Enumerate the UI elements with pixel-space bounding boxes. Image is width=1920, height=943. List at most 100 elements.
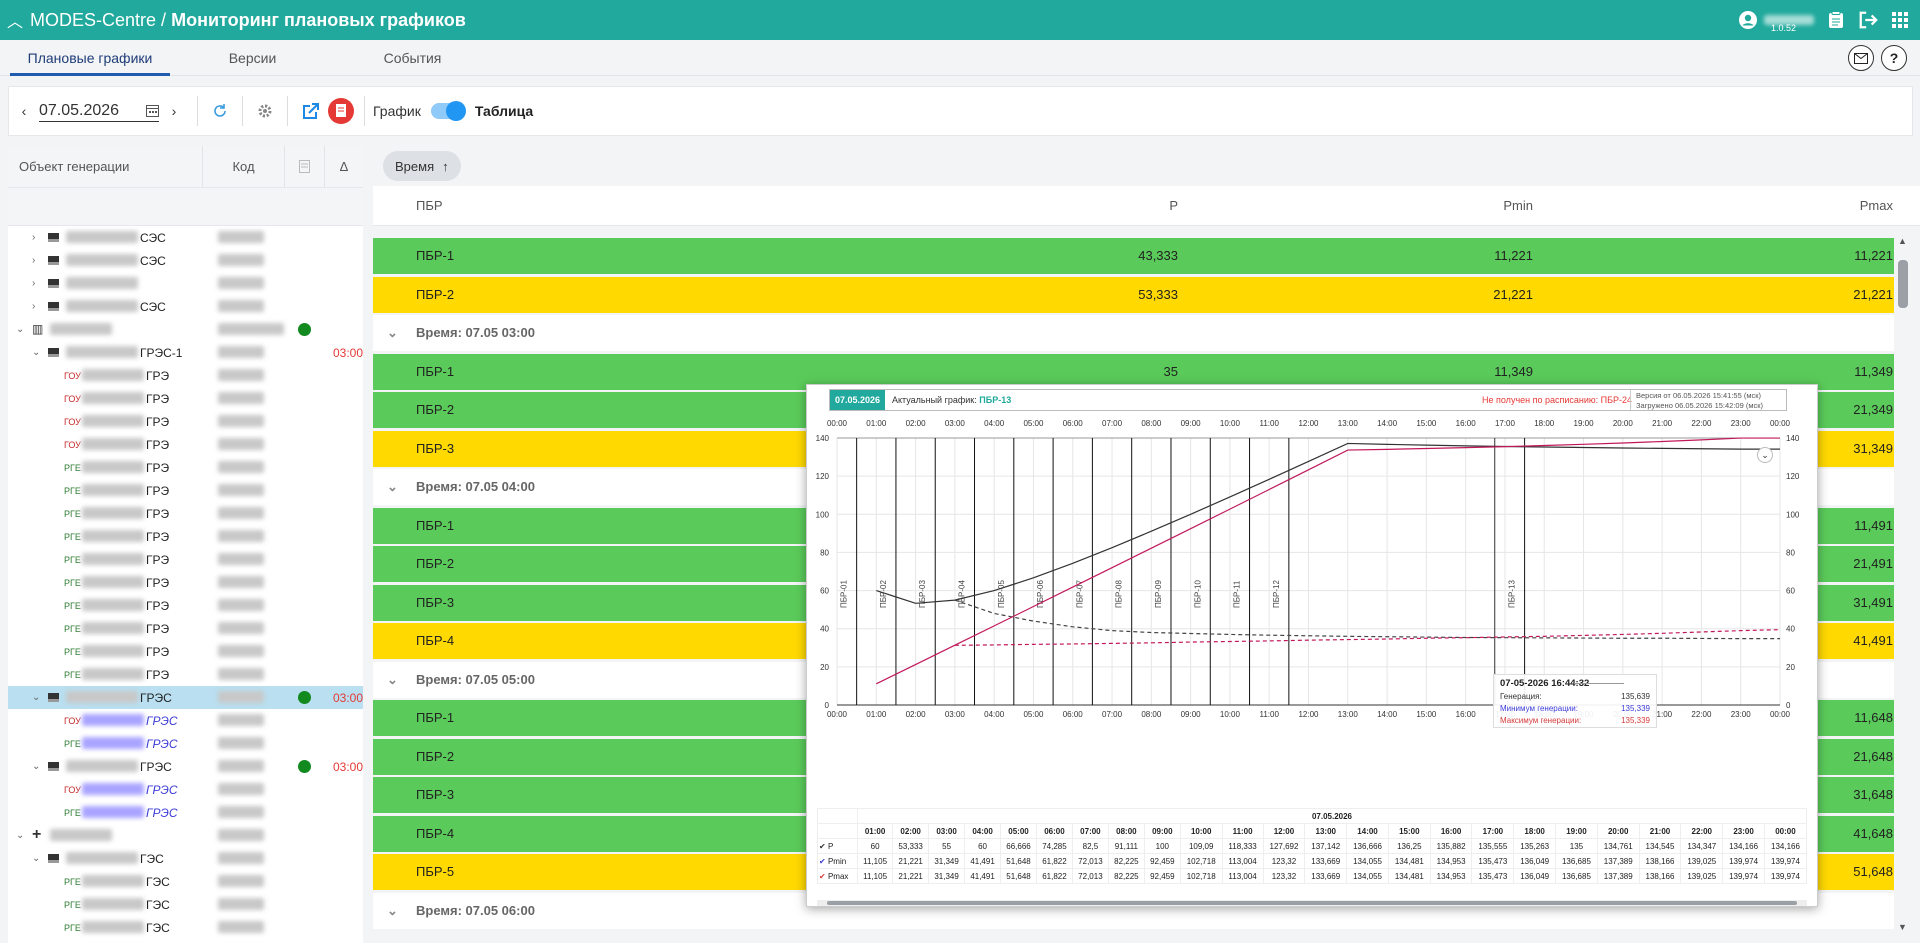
tree-row[interactable]: ⌄ + — [8, 824, 363, 847]
tree-row[interactable]: ГОУ ГРЭ — [8, 364, 363, 387]
tree-row[interactable]: ГОУ ГРЭ — [8, 387, 363, 410]
tab-events[interactable]: События — [383, 50, 442, 66]
logout-icon[interactable] — [1858, 10, 1878, 30]
expand-chevron-icon[interactable]: ⌄ — [32, 347, 41, 358]
next-date-chevron-icon[interactable]: › — [171, 103, 177, 119]
y-tick-label-right: 80 — [1786, 548, 1795, 557]
tree-filter-row[interactable] — [8, 188, 363, 226]
splitter[interactable] — [363, 146, 373, 943]
view-toggle[interactable] — [430, 101, 466, 121]
tree-row[interactable]: РГЕ ГРЭ — [8, 502, 363, 525]
tree-row[interactable]: ⌄ ГРЭС 03:00 — [8, 686, 363, 709]
settings-gear-icon[interactable] — [251, 96, 279, 126]
expand-chevron-icon[interactable]: ⌄ — [16, 324, 25, 335]
table-row[interactable]: ПБР-2 53,333 21,221 21,221 — [373, 276, 1894, 313]
code-redacted — [218, 599, 264, 611]
table-row[interactable]: ПБР-1 43,333 11,221 11,221 — [373, 238, 1894, 274]
collapse-chevron-icon[interactable]: ︿ — [6, 14, 23, 31]
collapsed-chevron-icon[interactable]: › — [32, 278, 36, 289]
tree-row[interactable]: ГОУ ГРЭС — [8, 778, 363, 801]
tree-row[interactable]: РГЕ ГЭС — [8, 893, 363, 916]
date-field[interactable]: 07.05.2026 — [39, 100, 159, 122]
tab-plan-schedules[interactable]: Плановые графики — [10, 40, 170, 76]
scroll-down-icon[interactable]: ▼ — [1898, 922, 1907, 932]
tree-row[interactable]: РГЕ ГЭС — [8, 916, 363, 939]
pdf-report-button[interactable] — [326, 96, 356, 126]
sort-arrow-up-icon[interactable]: ↑ — [442, 158, 449, 174]
group-chevron-icon[interactable]: ⌄ — [387, 325, 398, 340]
tree-row[interactable]: РГЕ ГЭС — [8, 870, 363, 893]
col-object[interactable]: Объект генерации — [8, 146, 203, 187]
tree-row[interactable]: ⌄ ▥ — [8, 318, 363, 341]
checkmark-icon[interactable]: ✔ — [819, 856, 826, 866]
tree-row[interactable]: ⌄ ГРЭС-1 03:00 — [8, 341, 363, 364]
cell-pmax: 31,349 — [1853, 440, 1893, 456]
status-ok-icon — [298, 323, 311, 336]
calendar-icon[interactable] — [146, 104, 159, 117]
collapsed-chevron-icon[interactable]: › — [32, 232, 36, 243]
tree-row[interactable]: › СЭС — [8, 249, 363, 272]
tree-row[interactable]: РГЕ ГРЭС — [8, 732, 363, 755]
tree-row[interactable]: ⌄ ГЭС — [8, 847, 363, 870]
expand-chevron-icon[interactable]: ⌄ — [32, 692, 41, 703]
col-doc-icon[interactable] — [285, 146, 325, 187]
user-menu[interactable] — [1738, 10, 1814, 30]
scroll-up-icon[interactable]: ▲ — [1898, 236, 1907, 246]
help-button[interactable]: ? — [1881, 45, 1907, 71]
series-toggle[interactable]: ✔ Pmin — [817, 853, 858, 869]
mail-button[interactable] — [1848, 45, 1874, 71]
tree-row[interactable]: ⌄ ГРЭС 03:00 — [8, 755, 363, 778]
cell-pbr: ПБР-3 — [416, 787, 455, 802]
refresh-icon[interactable] — [206, 96, 234, 126]
vertical-scrollbar[interactable]: ▲ ▼ — [1896, 232, 1910, 943]
tree-row[interactable]: ГОУ ГРЭ — [8, 433, 363, 456]
prev-date-chevron-icon[interactable]: ‹ — [21, 103, 27, 119]
expand-chevron-icon[interactable]: ⌄ — [32, 853, 41, 864]
tree-row[interactable]: РГЕ ГРЭ — [8, 617, 363, 640]
collapsed-chevron-icon[interactable]: › — [32, 301, 36, 312]
col-pbr[interactable]: ПБР — [416, 198, 443, 213]
group-chevron-icon[interactable]: ⌄ — [387, 902, 398, 918]
series-toggle[interactable]: ✔ Pmax — [817, 868, 858, 884]
tree-row[interactable]: РГЕ ГРЭ — [8, 640, 363, 663]
export-icon[interactable] — [296, 96, 326, 126]
expand-chevron-icon[interactable]: ⌄ — [32, 761, 41, 772]
tree-row[interactable]: РГЕ ГРЭС — [8, 801, 363, 824]
tree-row[interactable]: › СЭС — [8, 226, 363, 249]
popup-hscrollbar[interactable] — [817, 900, 1807, 906]
col-p[interactable]: P — [1169, 198, 1178, 213]
tree-row[interactable]: ГОУ ГРЭ — [8, 410, 363, 433]
group-chevron-icon[interactable]: ⌄ — [387, 671, 398, 687]
tree-row[interactable]: РГЕ ГРЭ — [8, 456, 363, 479]
tree-row[interactable]: ГОУ ГРЭС — [8, 709, 363, 732]
group-chip-time[interactable]: Время ↑ — [383, 151, 461, 181]
tree-row[interactable]: РГЕ ГРЭ — [8, 548, 363, 571]
tab-versions[interactable]: Версии — [228, 50, 277, 66]
tree-row[interactable]: › СЭС — [8, 295, 363, 318]
checkmark-icon[interactable]: ✔ — [819, 841, 826, 851]
collapsed-chevron-icon[interactable]: › — [32, 255, 36, 266]
expand-chevron-icon[interactable]: ⌄ — [16, 830, 25, 841]
tree-row[interactable]: РГЕ ГРЭ — [8, 571, 363, 594]
table-row[interactable]: ПБР-1 35 11,349 11,349 — [373, 353, 1894, 390]
group-chevron-icon[interactable]: ⌄ — [387, 479, 398, 494]
object-suffix: ГРЭС — [146, 737, 178, 751]
tree-row[interactable]: › — [8, 272, 363, 295]
popup-hscroll-thumb[interactable] — [827, 901, 1797, 905]
tree-row[interactable]: РГЕ ГРЭ — [8, 479, 363, 502]
tree-row[interactable]: РГЕ ГРЭ — [8, 525, 363, 548]
apps-grid-icon[interactable] — [1890, 10, 1910, 30]
tree-row[interactable]: РГЕ ГРЭ — [8, 663, 363, 686]
divider — [242, 96, 243, 126]
tree-row[interactable]: РГЕ ГРЭ — [8, 594, 363, 617]
scroll-thumb[interactable] — [1898, 260, 1908, 308]
col-pmax[interactable]: Pmax — [1859, 198, 1893, 213]
group-row[interactable]: ⌄ Время: 07.05 03:00 — [373, 315, 1894, 351]
col-delta[interactable]: Δ — [339, 159, 349, 174]
chart-menu-chevron-icon[interactable]: ⌄ — [1757, 447, 1773, 463]
col-pmin[interactable]: Pmin — [1503, 198, 1533, 213]
col-code[interactable]: Код — [203, 146, 285, 187]
clipboard-icon[interactable] — [1826, 10, 1846, 30]
checkmark-icon[interactable]: ✔ — [819, 871, 826, 881]
series-toggle[interactable]: ✔ P — [817, 838, 858, 854]
